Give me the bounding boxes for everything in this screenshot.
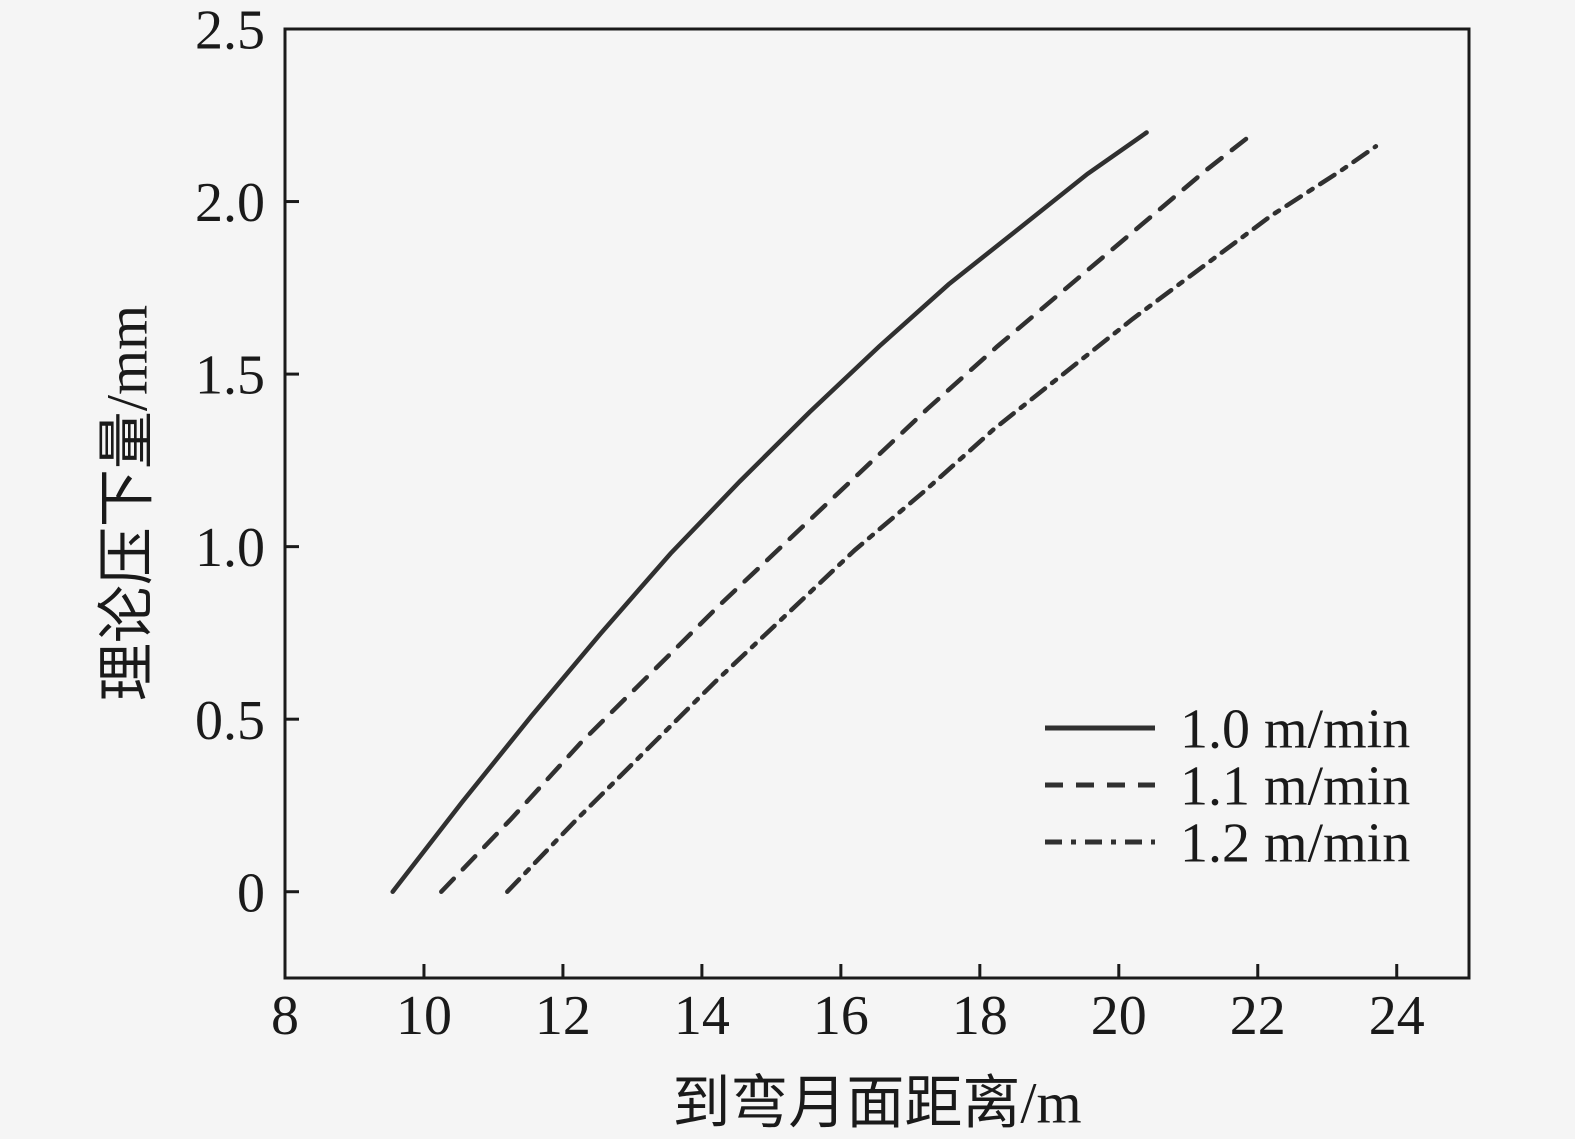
x-tick-label: 16 — [813, 985, 869, 1047]
curve-solid-series-0 — [390, 130, 1149, 894]
x-tick-label: 12 — [535, 985, 591, 1047]
curve-dashdot-series-2 — [505, 144, 1379, 894]
curve-dashed-series-1 — [439, 130, 1257, 894]
y-tick-label: 1.0 — [195, 517, 265, 579]
y-axis-label: 理论压下量/mm — [94, 305, 159, 701]
x-tick-label: 10 — [396, 985, 452, 1047]
y-tick-label: 0.5 — [195, 690, 265, 752]
y-tick-label: 1.5 — [195, 345, 265, 407]
plot-border — [283, 27, 1471, 980]
x-tick-label: 14 — [674, 985, 730, 1047]
x-axis-label: 到弯月面距离/m — [672, 1070, 1081, 1135]
legend-label: 1.1 m/min — [1180, 756, 1410, 818]
y-tick-label: 2.0 — [195, 172, 265, 234]
y-tick-label: 0 — [237, 862, 265, 924]
x-tick-label: 22 — [1230, 985, 1286, 1047]
x-tick-label: 24 — [1369, 985, 1425, 1047]
x-tick-label: 20 — [1091, 985, 1147, 1047]
legend-label: 1.0 m/min — [1180, 699, 1410, 761]
legend-label: 1.2 m/min — [1180, 813, 1410, 875]
x-tick-label: 18 — [952, 985, 1008, 1047]
x-tick-label: 8 — [271, 985, 299, 1047]
y-tick-label: 2.5 — [195, 0, 265, 62]
